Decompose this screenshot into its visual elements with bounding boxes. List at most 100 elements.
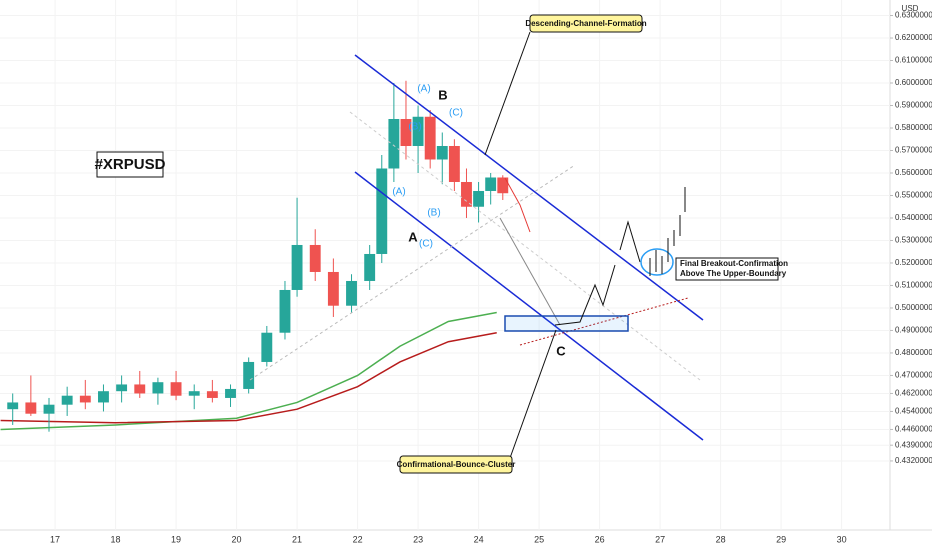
trend-line [249,164,576,381]
wave-label: (B) [427,208,440,219]
candle-body [134,384,146,394]
candle-body [436,145,448,160]
note-box [675,257,779,281]
x-tick-label: 24 [474,534,484,544]
candle-body [225,388,236,398]
candle-body [243,361,255,389]
candle-body [364,253,376,281]
candle-body [461,181,472,207]
callout-box [399,455,513,474]
annotation: Above The Upper-Boundary [680,269,787,278]
candle-body [79,395,91,403]
x-tick-label: 19 [171,534,181,544]
candle-body [188,391,200,396]
x-tick-label: 22 [353,534,363,544]
candle-body [7,402,19,410]
path-arrow [619,220,641,263]
candle-body [424,116,436,160]
wave-label: (A) [392,187,405,198]
candle-body [291,244,303,290]
candle-body [98,391,109,403]
breakout-circle [640,248,674,276]
channel-upper [354,54,704,321]
candle-body [412,116,424,146]
projection-line [499,217,561,326]
candle-body [327,271,339,306]
candle-body [388,119,400,169]
annotation: Confirmational-Bounce-Cluster [397,460,516,469]
candle-body [485,177,497,191]
candle-body [400,119,412,146]
x-tick-label: 17 [50,534,60,544]
candle-body [25,402,37,414]
y-tick-label: 0.43200000 [895,456,932,465]
moving-average [0,311,497,431]
candle-body [497,177,509,194]
x-tick-label: 29 [776,534,786,544]
x-tick-label: 20 [232,534,242,544]
candle-body [43,404,55,414]
currency: USD [902,4,919,13]
callout-line [484,31,531,156]
x-tick-label: 21 [292,534,302,544]
wave-label: B [438,87,447,102]
x-tick-label: 26 [595,534,605,544]
x-tick-label: 23 [413,534,423,544]
wave-label: A [408,229,418,244]
annotation: Final Breakout-Confirmation [680,259,788,268]
callout-box [529,14,643,33]
moving-average [0,331,497,424]
annotation: Descending-Channel-Formation [525,19,646,28]
candle-body [309,244,321,272]
candle-body [61,395,73,405]
path-arrow [554,264,616,326]
candle-body [279,289,291,333]
candle-body [152,382,164,394]
wave-label: C [556,343,566,358]
candle-body [116,384,128,392]
ma-projection [519,297,689,346]
red-arrow [504,177,531,233]
x-tick-label: 27 [655,534,665,544]
x-tick-label: 28 [716,534,726,544]
channel-lower [354,171,704,441]
wave-label: (C) [449,108,463,119]
wave-label: (C) [419,239,433,250]
candle-body [448,145,460,182]
title-box [96,151,164,178]
candle-body [346,280,357,306]
candle-body [261,332,273,362]
candle-body [473,190,485,207]
chart-title: #XRPUSD [95,156,166,173]
wave-label: (B) [408,122,421,133]
x-tick-label: 25 [534,534,544,544]
candle-body [206,391,218,398]
x-tick-label: 18 [111,534,121,544]
candle-body [170,382,182,396]
x-tick-label: 30 [837,534,847,544]
mid-line [349,111,701,381]
breakout-candles [649,187,686,276]
